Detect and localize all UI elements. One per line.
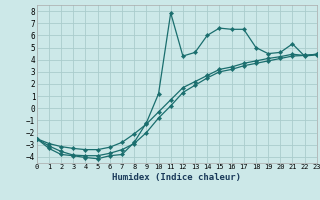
X-axis label: Humidex (Indice chaleur): Humidex (Indice chaleur) — [112, 173, 241, 182]
